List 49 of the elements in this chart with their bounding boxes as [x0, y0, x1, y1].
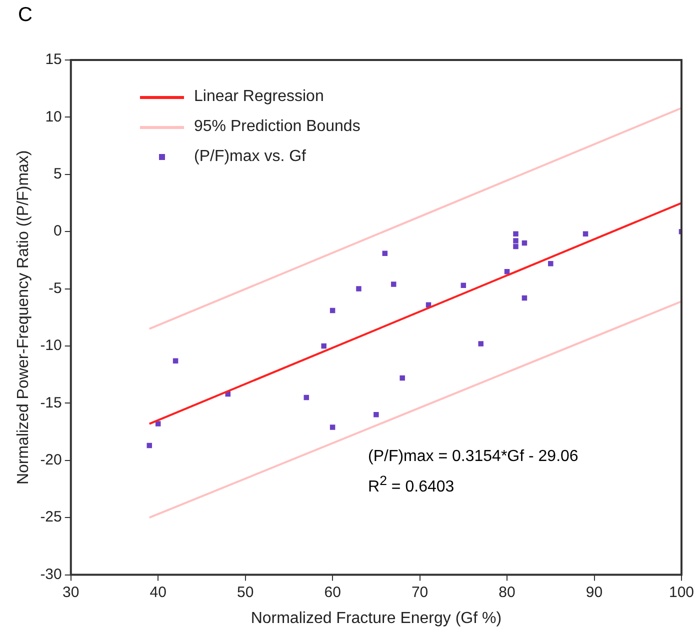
point	[172, 358, 178, 364]
point	[374, 412, 379, 418]
y-tick-label: -20	[40, 452, 62, 469]
y-tick-label: -30	[40, 566, 62, 583]
point	[391, 282, 396, 287]
x-tick-label: 100	[668, 584, 694, 601]
point	[478, 341, 484, 346]
y-tick-label: 15	[45, 51, 62, 68]
point	[330, 308, 336, 314]
y-tick-label: 10	[45, 108, 62, 126]
y-axis-title: Normalized Power-Frequency Ratio ((P/F)max)	[15, 150, 32, 485]
point	[513, 244, 518, 250]
point	[382, 250, 388, 256]
point	[330, 424, 336, 430]
y-tick-label: 0	[54, 222, 62, 240]
x-tick-label: 30	[62, 584, 80, 601]
y-tick-label: -25	[40, 508, 62, 526]
y-tick-label: -5	[48, 280, 62, 297]
x-tick-label: 70	[411, 584, 428, 601]
point	[304, 394, 310, 400]
point	[522, 240, 528, 246]
point	[504, 269, 510, 274]
x-axis-title: Normalized Fracture Energy (Gf %)	[250, 610, 502, 627]
point	[321, 343, 326, 349]
point	[582, 231, 588, 237]
annotation: R$^{2}$ = 0.6403	[368, 472, 456, 498]
y-tick-label: 5	[54, 166, 62, 183]
point	[400, 375, 405, 381]
point	[155, 421, 161, 426]
x-tick-label: 60	[324, 584, 341, 601]
x-tick-label: 80	[498, 584, 516, 601]
point	[513, 231, 518, 237]
point	[356, 286, 362, 292]
point	[426, 302, 432, 308]
x-tick-label: 90	[586, 584, 603, 601]
point	[146, 442, 152, 448]
y-tick-label: -10	[40, 337, 62, 354]
legend-label: (P/F)max vs. Gf	[194, 148, 306, 166]
point	[513, 238, 518, 244]
annotation: (P/F)max = 0.3154*Gf - 29.06	[368, 447, 578, 467]
point	[522, 295, 528, 301]
point	[460, 282, 466, 288]
x-tick-label: 40	[150, 584, 166, 601]
point	[548, 261, 554, 266]
chart-title: C	[18, 4, 32, 27]
legend-label: 95% Prediction Bounds	[194, 118, 360, 136]
y-tick-label: -15	[40, 394, 62, 412]
legend-label: Linear Regression	[194, 88, 324, 106]
x-tick-label: 50	[236, 584, 254, 601]
